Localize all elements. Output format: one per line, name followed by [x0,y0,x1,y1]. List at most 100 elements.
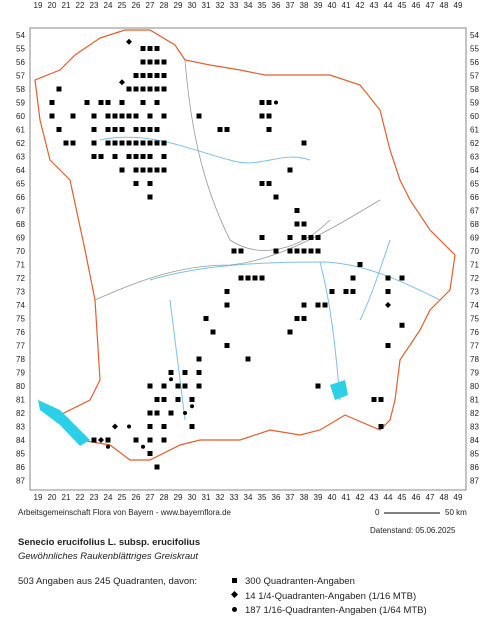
river [149,261,441,301]
record-square [245,275,251,281]
record-square [98,100,104,105]
lake-constance [38,400,90,446]
column-label: 21 [62,493,71,502]
record-square [133,73,139,78]
district-border [94,199,381,301]
record-diamond [126,38,132,45]
row-label: 86 [16,463,25,472]
rivers [99,136,441,421]
row-label: 75 [470,315,479,324]
row-label: 64 [470,166,479,175]
record-square [273,248,279,254]
row-label: 61 [470,126,479,135]
record-square [287,235,293,240]
species: Senecio erucifolius L. subsp. erucifoliu… [18,537,200,548]
record-square [147,73,153,78]
legend-diamond [231,591,238,598]
column-label: 34 [244,1,253,10]
record-square [301,316,307,321]
column-label: 42 [356,493,365,502]
scale-end: 50 km [445,508,467,517]
column-label: 22 [76,1,85,10]
record-square [147,59,153,65]
column-label: 24 [104,493,113,502]
record-square [154,167,160,173]
column-label: 49 [454,1,463,10]
column-label: 24 [104,1,113,10]
record-square [105,127,111,132]
column-label: 40 [328,493,337,502]
record-square [147,181,153,186]
row-label: 71 [470,261,479,270]
column-label: 44 [384,493,393,502]
row-label: 77 [470,342,479,351]
record-square [161,383,167,389]
row-label: 61 [16,126,25,135]
row-label: 83 [470,423,479,432]
record-square [126,113,132,119]
row-label: 71 [16,261,25,270]
record-square [245,356,251,362]
record-square [224,127,230,132]
record-dot [106,444,110,449]
record-square [385,343,391,348]
column-label: 43 [370,493,379,502]
column-label: 46 [412,493,421,502]
record-square [294,221,300,227]
record-square [224,302,230,308]
river [99,136,311,164]
row-label: 72 [16,274,25,283]
row-label: 79 [16,369,25,378]
record-square [168,370,174,375]
record-square [133,86,139,92]
row-label: 75 [16,315,25,324]
column-label: 36 [272,1,281,10]
record-square [238,248,244,254]
record-square [301,140,307,146]
column-label: 46 [412,1,421,10]
record-square [126,154,132,159]
column-label: 34 [244,493,253,502]
record-square [119,113,125,119]
record-square [301,248,307,254]
column-label: 49 [454,493,463,502]
row-label: 60 [470,112,479,121]
row-label: 69 [470,234,479,243]
row-label: 82 [16,409,25,418]
record-square [294,248,300,254]
record-square [56,127,62,132]
row-label: 57 [470,72,479,81]
column-label: 23 [90,493,99,502]
credit: Arbeitsgemeinschaft Flora von Bayern - w… [18,508,232,517]
column-label: 32 [216,493,225,502]
record-square [119,100,125,105]
summary: 503 Angaben aus 245 Quadranten, davon: [18,576,197,587]
record-square [154,46,160,51]
row-label: 57 [16,72,25,81]
row-label: 67 [470,207,479,216]
row-label: 68 [470,220,479,229]
row-label: 58 [470,85,479,94]
row-label: 84 [470,436,479,445]
column-label: 28 [160,1,169,10]
record-square [294,316,300,321]
record-square [273,194,279,200]
common-name: Gewöhnliches Raukenblättriges Greiskraut [18,551,198,562]
row-label: 54 [470,31,479,40]
record-square [119,167,125,173]
record-square [210,329,216,335]
record-square [91,437,97,443]
record-square [378,397,384,402]
record-square [196,383,202,389]
record-square [154,86,160,92]
record-square [301,302,307,308]
column-label: 27 [146,1,155,10]
record-square [217,127,223,132]
record-square [308,248,314,254]
row-label: 74 [470,301,479,310]
row-label: 59 [16,99,25,108]
record-square [259,235,265,240]
record-square [154,464,160,470]
record-square [322,302,328,308]
legend-square [232,578,237,583]
